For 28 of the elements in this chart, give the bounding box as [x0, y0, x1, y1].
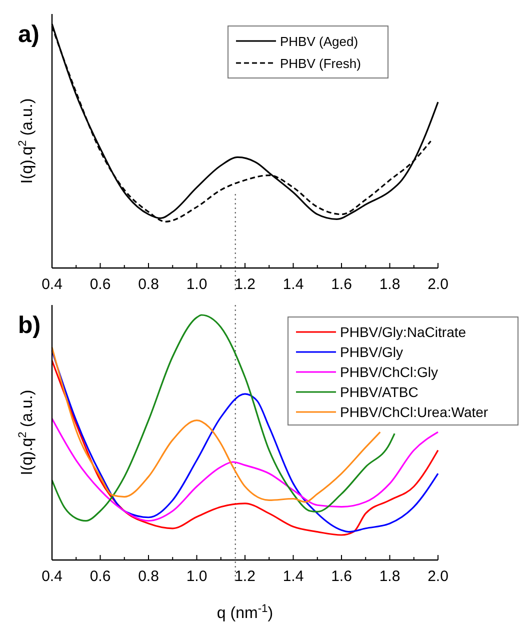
- x-tick-label: 1.6: [331, 276, 352, 293]
- x-tick-label: 1.6: [331, 568, 352, 585]
- legend-label: PHBV (Fresh): [280, 56, 361, 71]
- x-tick-label: 1.4: [282, 568, 304, 585]
- legend-label: PHBV/ChCl:Gly: [340, 364, 438, 380]
- x-tick-label: 0.6: [90, 568, 111, 585]
- legend-label: PHBV/ATBC: [340, 384, 418, 400]
- chart-title: b): [18, 312, 41, 339]
- x-tick-label: 1.2: [234, 568, 256, 585]
- x-tick-label: 0.8: [138, 568, 159, 585]
- legend-label: PHBV/Gly: [340, 344, 404, 360]
- x-axis-title: q (nm$^{-1}$): [216, 603, 274, 622]
- x-tick-label: 2.0: [428, 276, 448, 293]
- x-tick-label: 1.0: [186, 568, 208, 585]
- x-tick-label: 1.4: [282, 276, 304, 293]
- legend-label: PHBV/ChCl:Urea:Water: [340, 404, 488, 420]
- x-tick-label: 1.2: [234, 276, 256, 293]
- x-tick-label: 0.4: [42, 276, 62, 293]
- x-tick-label: 0.4: [42, 568, 62, 585]
- legend-label: PHBV (Aged): [280, 34, 358, 49]
- x-tick-label: 1.8: [379, 568, 400, 585]
- legend-label: PHBV/Gly:NaCitrate: [340, 324, 466, 340]
- x-tick-label: 0.8: [138, 276, 159, 293]
- x-tick-label: 0.6: [90, 276, 111, 293]
- x-tick-label: 1.0: [186, 276, 208, 293]
- x-tick-label: 2.0: [428, 568, 448, 585]
- x-tick-label: 1.8: [379, 276, 400, 293]
- chart-title: a): [18, 21, 40, 48]
